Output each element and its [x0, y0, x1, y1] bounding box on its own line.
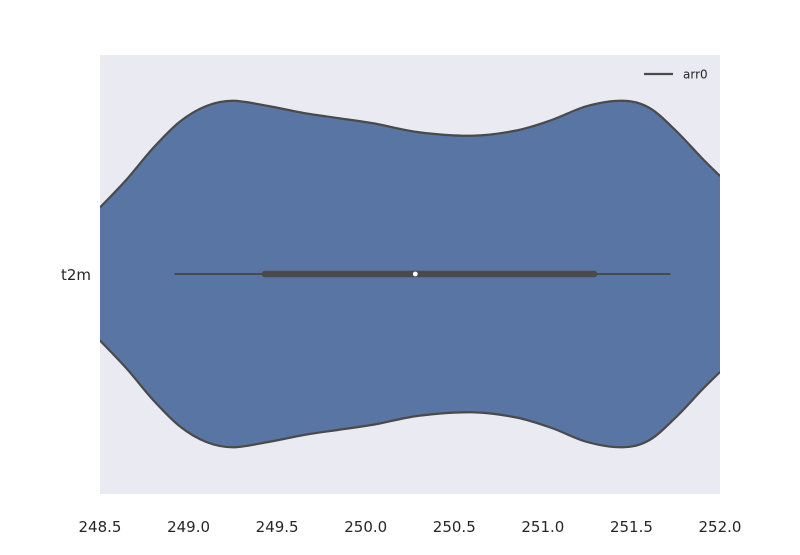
plot-area — [100, 99, 720, 449]
x-tick-label: 250.0 — [344, 518, 387, 536]
violin-median-dot-t2m — [412, 271, 418, 277]
y-tick-label-t2m: t2m — [61, 266, 91, 284]
x-tick-label: 248.5 — [79, 518, 122, 536]
legend-label-arr0: arr0 — [683, 68, 708, 82]
x-tick-label: 250.5 — [433, 518, 476, 536]
x-tick-label: 249.0 — [167, 518, 210, 536]
x-tick-label: 251.0 — [521, 518, 564, 536]
x-tick-label: 251.5 — [610, 518, 653, 536]
x-tick-label: 249.5 — [256, 518, 299, 536]
violin-outline-upper-t2m — [100, 99, 720, 209]
x-tick-label: 252.0 — [699, 518, 742, 536]
violin-outline-lower-t2m — [100, 339, 720, 449]
